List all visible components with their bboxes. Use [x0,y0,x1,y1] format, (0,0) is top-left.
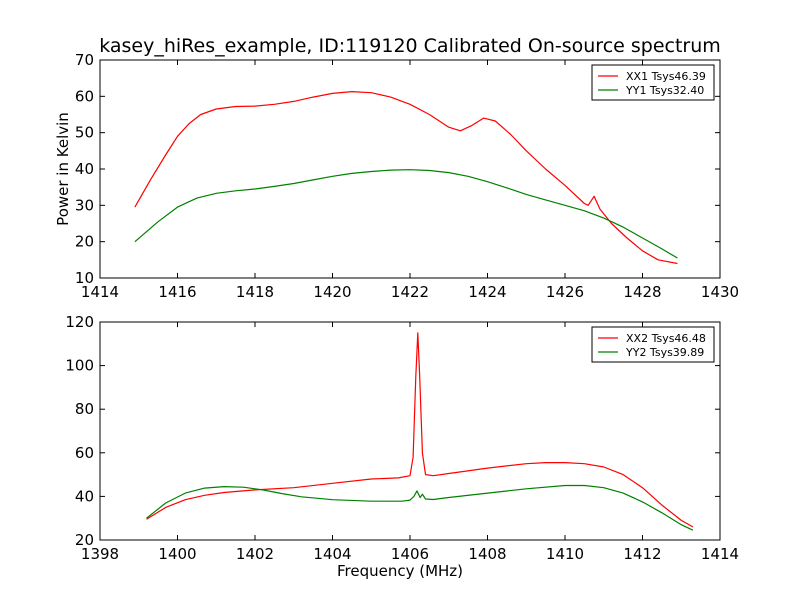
x-tick-label: 1410 [546,545,584,563]
x-tick-label: 1422 [391,283,429,301]
x-tick-label: 1400 [158,545,196,563]
legend-entry: YY2 Tsys39.89 [625,346,704,359]
x-tick-label: 1420 [313,283,351,301]
y-tick-label: 40 [75,487,94,505]
y-tick-label: 80 [75,400,94,418]
x-tick-label: 1428 [623,283,661,301]
legend-entry: YY1 Tsys32.40 [625,84,704,97]
x-tick-label: 1412 [623,545,661,563]
x-tick-label: 1430 [701,283,739,301]
y-tick-label: 100 [65,357,94,375]
x-tick-label: 1404 [313,545,351,563]
series-line-xx2 [146,332,694,528]
x-axis-label: Frequency (MHz) [337,562,463,580]
top-spectrum-panel: 1414 1416 1418 1420 1422 1424 1426 1428 1430 10 20… [54,51,739,301]
x-tick-label: 1414 [701,545,739,563]
legend-box [591,64,715,101]
y-tick-label: 10 [75,269,94,287]
legend-box [591,326,715,363]
y-tick-label: 20 [75,531,94,549]
bottom-spectrum-panel: 1398 1400 1402 1404 1406 1408 1410 1412 1414 20 40… [65,313,739,580]
x-tick-label: 1426 [546,283,584,301]
x-tick-label: 1416 [158,283,196,301]
figure-title: kasey_hiRes_example, ID:119120 Calibrate… [99,35,721,57]
y-tick-label: 70 [75,51,94,69]
legend-entry: XX1 Tsys46.39 [626,70,706,83]
y-tick-label: 120 [65,313,94,331]
series-line-yy2 [146,484,694,531]
y-tick-label: 30 [75,196,94,214]
y-tick-label: 20 [75,233,94,251]
series-line-yy1 [134,169,678,259]
y-tick-label: 60 [75,444,94,462]
series-line-xx1 [134,90,678,265]
x-tick-label: 1414 [81,283,119,301]
y-tick-label: 60 [75,87,94,105]
x-tick-label: 1402 [236,545,274,563]
x-tick-label: 1398 [81,545,119,563]
x-tick-label: 1418 [236,283,274,301]
x-tick-label: 1424 [468,283,506,301]
y-axis-label: Power in Kelvin [54,112,72,226]
x-tick-label: 1406 [391,545,429,563]
y-tick-label: 50 [75,124,94,142]
y-tick-label: 40 [75,160,94,178]
legend-entry: XX2 Tsys46.48 [626,332,706,345]
x-tick-label: 1408 [468,545,506,563]
